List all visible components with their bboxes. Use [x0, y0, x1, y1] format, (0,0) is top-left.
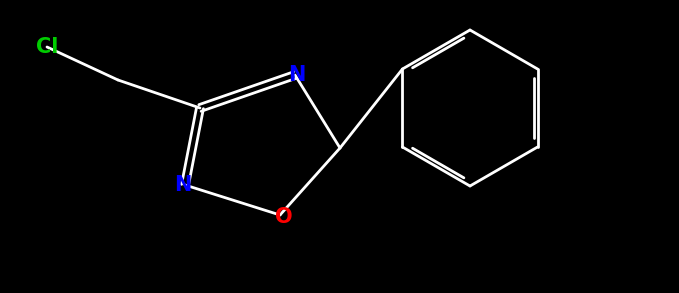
Text: N: N: [289, 65, 306, 85]
Text: Cl: Cl: [36, 37, 58, 57]
Text: O: O: [275, 207, 293, 227]
Text: N: N: [175, 175, 191, 195]
